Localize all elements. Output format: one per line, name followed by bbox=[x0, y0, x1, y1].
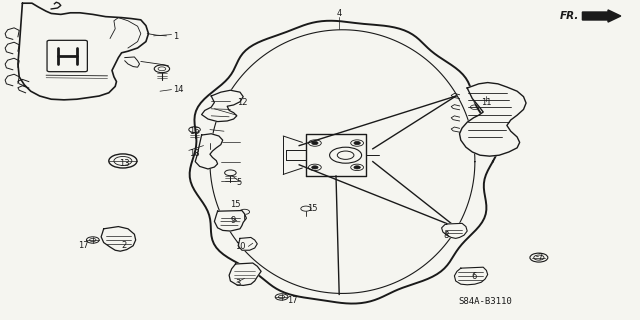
Text: 10: 10 bbox=[236, 242, 246, 251]
Text: 17: 17 bbox=[78, 241, 88, 250]
Text: S84A-B3110: S84A-B3110 bbox=[458, 297, 512, 306]
Text: 3: 3 bbox=[236, 279, 241, 288]
Text: 16: 16 bbox=[189, 127, 200, 136]
Text: 18: 18 bbox=[189, 149, 200, 158]
Text: 15: 15 bbox=[307, 204, 317, 212]
Text: 2: 2 bbox=[121, 241, 126, 250]
Polygon shape bbox=[101, 227, 136, 251]
Circle shape bbox=[354, 141, 360, 145]
Text: 8: 8 bbox=[444, 231, 449, 240]
Text: 9: 9 bbox=[230, 216, 236, 225]
Text: 15: 15 bbox=[230, 200, 241, 209]
Polygon shape bbox=[202, 90, 243, 122]
Polygon shape bbox=[18, 3, 148, 100]
Polygon shape bbox=[454, 267, 488, 285]
Text: FR.: FR. bbox=[560, 11, 579, 21]
Text: 5: 5 bbox=[237, 178, 242, 187]
Polygon shape bbox=[238, 237, 257, 250]
Polygon shape bbox=[229, 263, 261, 285]
Text: 1: 1 bbox=[173, 32, 178, 41]
Text: 4: 4 bbox=[337, 9, 342, 18]
Text: 17: 17 bbox=[287, 296, 298, 305]
Text: 12: 12 bbox=[237, 98, 247, 107]
Polygon shape bbox=[460, 83, 526, 156]
Text: 14: 14 bbox=[173, 85, 183, 94]
Circle shape bbox=[312, 166, 318, 169]
Circle shape bbox=[312, 141, 318, 145]
Text: 7: 7 bbox=[538, 253, 543, 262]
Circle shape bbox=[354, 166, 360, 169]
Text: 6: 6 bbox=[471, 272, 476, 281]
Polygon shape bbox=[214, 211, 246, 231]
Text: 11: 11 bbox=[481, 98, 492, 107]
Text: 13: 13 bbox=[120, 159, 130, 168]
FancyArrow shape bbox=[582, 10, 621, 22]
Polygon shape bbox=[442, 223, 467, 238]
Polygon shape bbox=[195, 134, 223, 169]
